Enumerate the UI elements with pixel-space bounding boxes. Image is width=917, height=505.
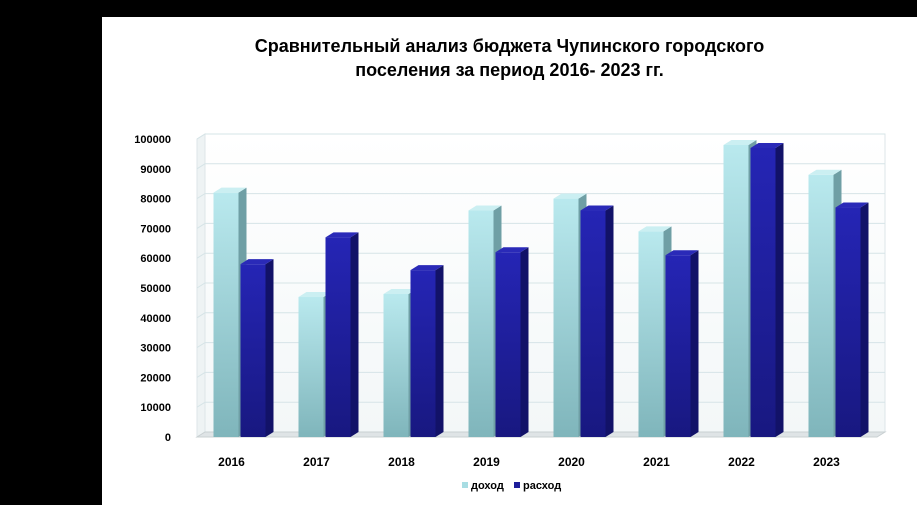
y-tick-label: 30000	[140, 343, 171, 355]
legend: доход расход	[462, 480, 561, 492]
x-axis: 2016 2017 2018 2019 2020 2021 2022 2023	[218, 455, 840, 469]
bar-front	[665, 255, 691, 437]
bar-top	[750, 142, 784, 148]
gridline	[196, 222, 885, 229]
gridline	[196, 193, 885, 200]
bar-side	[860, 202, 869, 437]
bars	[213, 139, 869, 437]
bar-front	[213, 192, 239, 437]
bar-top	[213, 187, 247, 193]
y-tick-label: 20000	[140, 372, 171, 384]
bar-front	[325, 237, 351, 437]
y-tick-label: 0	[165, 432, 171, 444]
bar-front	[580, 210, 606, 437]
y-tick-label: 80000	[140, 194, 171, 206]
bar-top	[383, 288, 417, 294]
y-tick-label: 10000	[140, 402, 171, 414]
bar-top	[325, 232, 359, 238]
bar-top	[638, 226, 672, 232]
y-tick-label: 70000	[140, 223, 171, 235]
bar-top	[240, 259, 274, 265]
x-tick-label: 2021	[643, 455, 670, 469]
bar-front	[468, 210, 494, 437]
chart-title-line-2: поселения за период 2016- 2023 гг.	[355, 60, 664, 80]
gridline	[196, 163, 885, 170]
bar-front	[808, 174, 834, 437]
bar-front	[750, 147, 776, 437]
bar-top	[553, 193, 587, 199]
y-tick-label: 90000	[140, 164, 171, 176]
legend-item-доход: доход	[462, 480, 504, 492]
bar-расход-2020	[580, 205, 614, 437]
bar-top	[665, 250, 699, 256]
x-tick-label: 2017	[303, 455, 330, 469]
bar-top	[298, 291, 332, 297]
x-tick-label: 2019	[473, 455, 500, 469]
y-tick-label: 50000	[140, 283, 171, 295]
bar-расход-2016	[240, 259, 274, 437]
bar-front	[723, 144, 749, 437]
bar-front	[495, 252, 521, 437]
chart-frame: Сравнительный анализ бюджета Чупинского …	[102, 17, 917, 505]
bar-front	[410, 270, 436, 437]
bar-top	[468, 205, 502, 211]
chart-title-line-1: Сравнительный анализ бюджета Чупинского …	[254, 36, 765, 56]
legend-swatch	[514, 482, 520, 488]
bar-side	[350, 232, 359, 437]
bar-top	[835, 202, 869, 208]
bar-расход-2021	[665, 250, 699, 437]
bar-side	[265, 259, 274, 437]
bar-side	[605, 205, 614, 437]
bar-front	[553, 198, 579, 437]
legend-swatch	[462, 482, 468, 488]
bar-top	[580, 205, 614, 211]
y-axis: 0 10000 20000 30000 40000 50000 60000 70000 8000…	[134, 134, 171, 444]
legend-label: расход	[523, 480, 561, 492]
bar-top	[495, 247, 529, 253]
x-tick-label: 2018	[388, 455, 415, 469]
bar-top	[808, 169, 842, 175]
bar-side	[775, 142, 784, 437]
bar-расход-2019	[495, 247, 529, 437]
bar-front	[835, 207, 861, 437]
y-tick-label: 60000	[140, 253, 171, 265]
gridline	[196, 133, 885, 140]
legend-label: доход	[471, 480, 504, 492]
bar-front	[383, 293, 409, 437]
bar-side	[520, 247, 529, 437]
bar-side	[690, 250, 699, 437]
x-tick-label: 2023	[813, 455, 840, 469]
chart-title: Сравнительный анализ бюджета Чупинского …	[102, 34, 917, 82]
bar-расход-2018	[410, 265, 444, 437]
bar-top	[410, 265, 444, 271]
x-tick-label: 2016	[218, 455, 245, 469]
bar-chart: 0 10000 20000 30000 40000 50000 60000 70000 8000…	[134, 133, 887, 492]
bar-расход-2023	[835, 202, 869, 437]
bar-расход-2017	[325, 232, 359, 437]
bar-front	[298, 296, 324, 437]
bar-side	[435, 265, 444, 437]
bar-front	[638, 231, 664, 437]
bar-front	[240, 264, 266, 437]
bar-top	[723, 139, 757, 145]
legend-item-расход: расход	[514, 480, 561, 492]
x-tick-label: 2022	[728, 455, 755, 469]
x-tick-label: 2020	[558, 455, 585, 469]
y-tick-label: 40000	[140, 313, 171, 325]
y-tick-label: 100000	[134, 134, 171, 146]
bar-расход-2022	[750, 142, 784, 437]
